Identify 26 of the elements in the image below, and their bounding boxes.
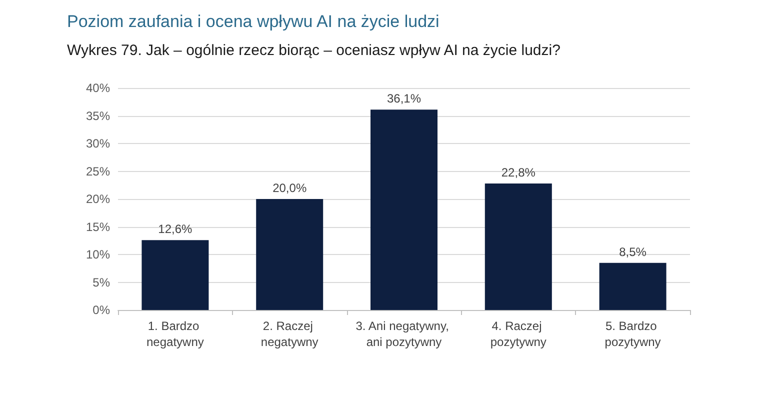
x-tick-label: 2. Raczej negatywny <box>260 319 318 349</box>
x-tick-label: 1. Bardzo negatywny <box>146 319 204 349</box>
y-tick-label: 30% <box>86 136 110 150</box>
data-label: 8,5% <box>619 244 647 259</box>
bar <box>256 199 324 310</box>
x-tick-label: 3. Ani negatywny, ani pozytywny <box>356 319 452 349</box>
y-tick-label: 0% <box>92 303 110 317</box>
data-label: 20,0% <box>272 181 307 195</box>
y-tick-label: 20% <box>86 192 110 206</box>
y-tick-label: 35% <box>86 108 110 123</box>
y-tick-label: 40% <box>86 81 110 95</box>
bar <box>599 262 666 310</box>
bar <box>142 240 209 310</box>
bar <box>484 183 552 310</box>
data-label: 36,1% <box>386 92 422 106</box>
y-tick-label: 10% <box>86 248 110 262</box>
data-label: 12,6% <box>158 222 193 236</box>
y-tick-label: 15% <box>86 220 110 234</box>
y-tick-label: 25% <box>86 164 110 178</box>
x-tick-label: 4. Raczej pozytywny <box>490 319 546 349</box>
x-tick-label: 5. Bardzo pozytywny <box>604 319 661 349</box>
chart-subtitle: Wykres 79. Jak – ogólnie rzecz biorąc – oceniasz wpływ AI na życie ludzi? <box>67 42 560 59</box>
bar <box>370 110 438 310</box>
data-label: 22,8% <box>501 165 536 180</box>
y-tick-label: 5% <box>92 275 110 290</box>
chart-title: Poziom zaufania i ocena wpływu AI na życie ludzi <box>67 12 440 31</box>
